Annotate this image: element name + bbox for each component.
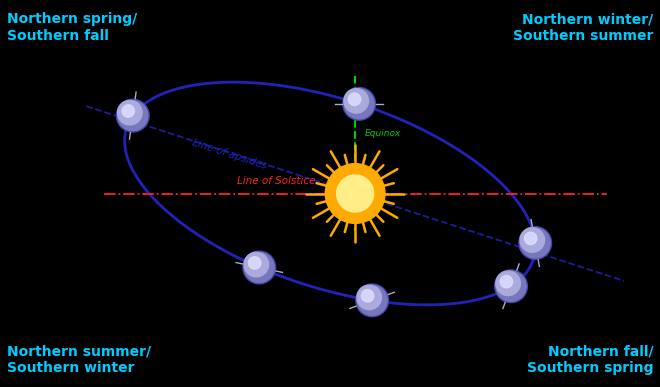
Circle shape <box>496 271 526 301</box>
Text: Equinox: Equinox <box>364 129 401 138</box>
Circle shape <box>356 284 389 317</box>
Text: Northern spring/
Southern fall: Northern spring/ Southern fall <box>7 12 137 43</box>
Circle shape <box>337 175 374 212</box>
Circle shape <box>243 251 276 284</box>
Circle shape <box>357 285 381 310</box>
Circle shape <box>343 87 376 120</box>
Circle shape <box>348 93 361 106</box>
Circle shape <box>344 89 368 113</box>
Circle shape <box>520 228 550 258</box>
Circle shape <box>357 285 387 315</box>
Circle shape <box>495 270 527 303</box>
Circle shape <box>248 257 261 269</box>
Circle shape <box>117 100 142 125</box>
Circle shape <box>344 89 374 119</box>
Circle shape <box>519 227 552 259</box>
Circle shape <box>496 271 520 296</box>
Text: Northern fall/
Southern spring: Northern fall/ Southern spring <box>527 344 653 375</box>
Circle shape <box>362 289 374 302</box>
Text: Line of apsides: Line of apsides <box>191 138 268 171</box>
Circle shape <box>116 99 149 132</box>
Circle shape <box>325 164 385 223</box>
Circle shape <box>520 228 544 252</box>
Circle shape <box>244 252 269 277</box>
Circle shape <box>525 232 537 245</box>
Circle shape <box>122 105 135 117</box>
Text: Northern summer/
Southern winter: Northern summer/ Southern winter <box>7 344 150 375</box>
Text: Line of Solstice: Line of Solstice <box>238 176 316 186</box>
Circle shape <box>117 101 148 131</box>
Circle shape <box>244 252 275 283</box>
Circle shape <box>500 276 513 288</box>
Text: Northern winter/
Southern summer: Northern winter/ Southern summer <box>513 12 653 43</box>
